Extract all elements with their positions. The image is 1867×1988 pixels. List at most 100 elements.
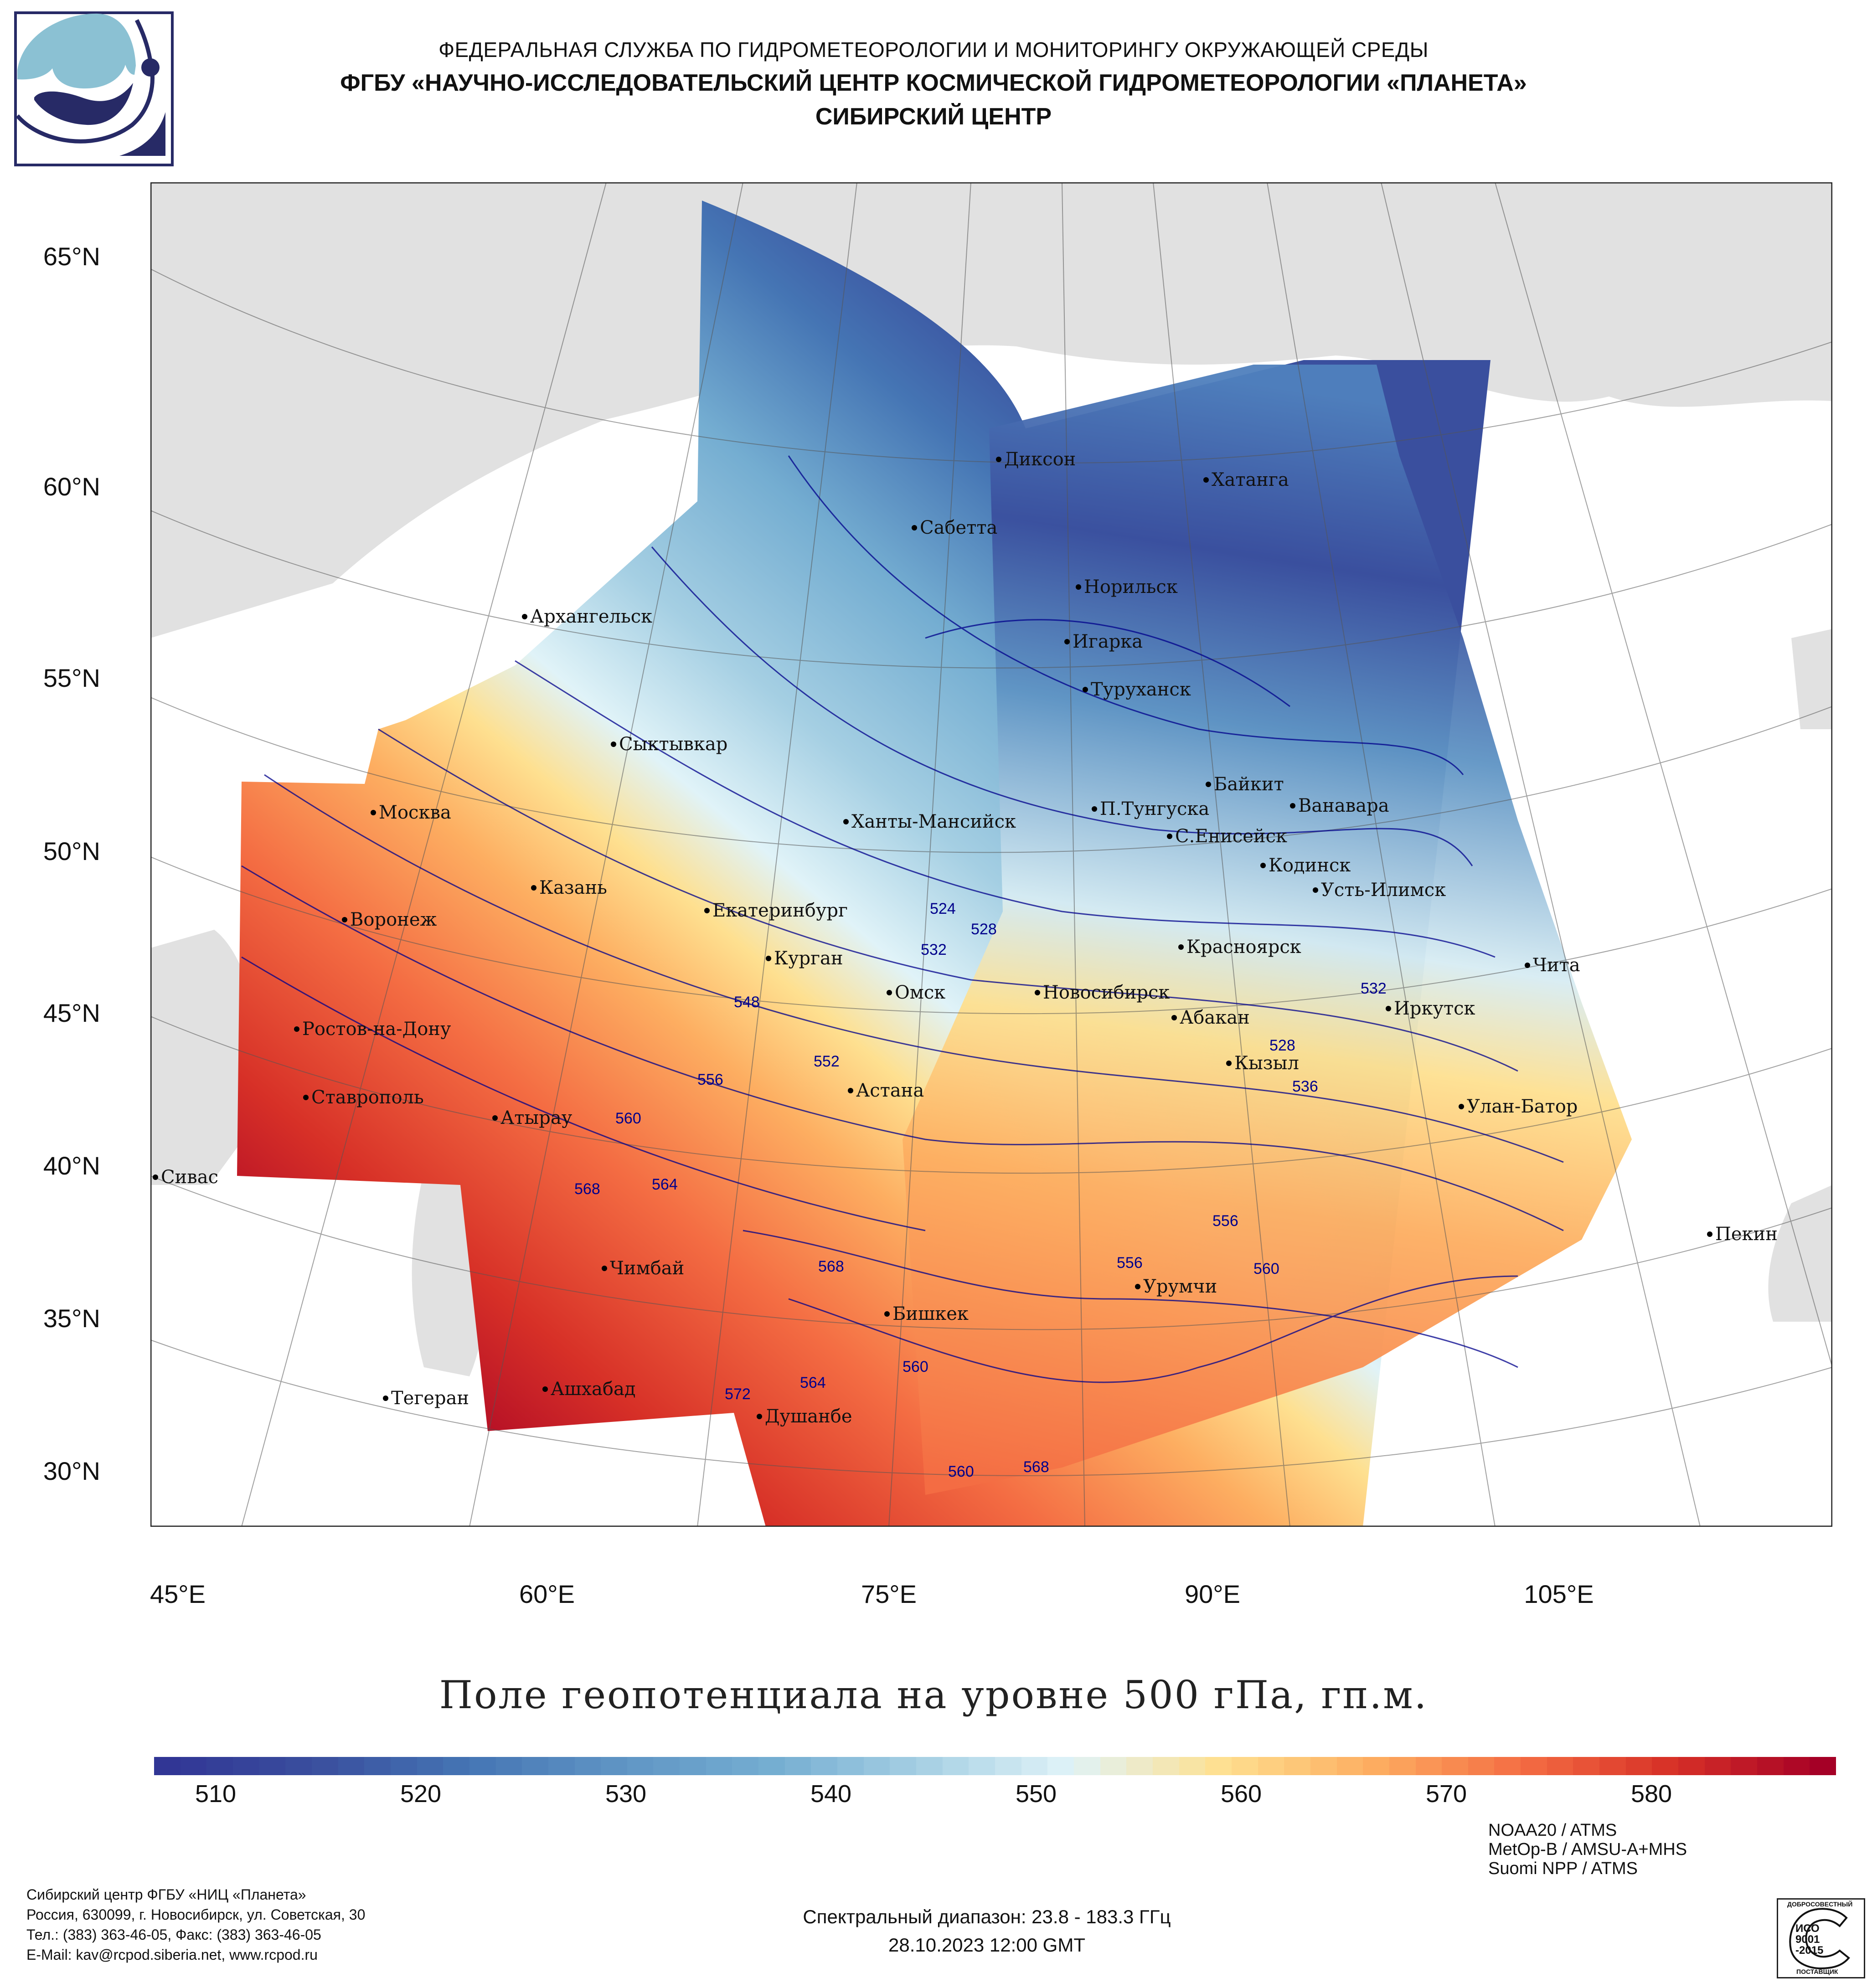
contour-label: 568 xyxy=(1023,1458,1049,1476)
iso-center-text: ИСО 9001 -2015 xyxy=(1795,1922,1824,1957)
city-dot-icon xyxy=(531,885,536,891)
colorbar-step xyxy=(653,1757,680,1775)
colorbar-step xyxy=(1126,1757,1153,1775)
city-dot-icon xyxy=(1083,687,1088,692)
agency-title: ФЕДЕРАЛЬНАЯ СЛУЖБА ПО ГИДРОМЕТЕОРОЛОГИИ … xyxy=(438,38,1429,62)
colorbar-tick-label: 570 xyxy=(1425,1780,1467,1808)
colorbar-step xyxy=(995,1757,1021,1775)
city-dot-icon xyxy=(1171,1015,1177,1020)
city-label: Омск xyxy=(887,982,945,1003)
colorbar-step xyxy=(206,1757,233,1775)
city-dot-icon xyxy=(303,1095,309,1100)
city-dot-icon xyxy=(996,457,1001,462)
contour-label: 528 xyxy=(971,921,997,938)
city-dot-icon xyxy=(1313,887,1318,893)
colorbar-step xyxy=(601,1757,627,1775)
colorbar-step xyxy=(338,1757,365,1775)
colorbar-step xyxy=(574,1757,601,1775)
city-label: Игарка xyxy=(1064,631,1143,652)
colorbar-step xyxy=(890,1757,917,1775)
colorbar-step xyxy=(1021,1757,1048,1775)
colorbar-step xyxy=(417,1757,444,1775)
city-label: Курган xyxy=(766,948,843,969)
colorbar-step xyxy=(232,1757,259,1775)
org-address: Россия, 630099, г. Новосибирск, ул. Сове… xyxy=(26,1906,366,1923)
sensor-item: MetOp-B / AMSU-A+MHS xyxy=(1488,1840,1687,1859)
iso-top-text: ДОБРОСОВЕСТНЫЙ xyxy=(1787,1900,1853,1908)
city-dot-icon xyxy=(542,1386,548,1392)
city-label: С.Енисейск xyxy=(1167,826,1287,847)
colorbar-step xyxy=(522,1757,548,1775)
colorbar-step xyxy=(784,1757,811,1775)
city-label: Иркутск xyxy=(1386,998,1475,1019)
city-dot-icon xyxy=(1290,803,1295,809)
contour-label: 556 xyxy=(1212,1212,1238,1230)
city-label: Байкит xyxy=(1206,774,1284,795)
city-dot-icon xyxy=(1525,963,1530,968)
city-dot-icon xyxy=(371,810,376,815)
city-dot-icon xyxy=(887,990,892,995)
planeta-logo-icon xyxy=(14,11,174,166)
city-label: Казань xyxy=(531,877,607,898)
city-dot-icon xyxy=(1386,1006,1391,1011)
city-label: П.Тунгуска xyxy=(1092,798,1209,819)
lat-label-40: 40°N xyxy=(43,1151,100,1180)
lon-label-60: 60°E xyxy=(519,1580,575,1608)
city-label: Кызыл xyxy=(1226,1053,1299,1074)
product-title: Поле геопотенциала на уровне 500 гПа, гп… xyxy=(439,1673,1428,1717)
center-title: СИБИРСКИЙ ЦЕНТР xyxy=(815,103,1052,130)
colorbar-step xyxy=(1757,1757,1784,1775)
geopotential-map xyxy=(150,182,1832,1527)
colorbar xyxy=(154,1757,1836,1775)
city-label: Чита xyxy=(1525,955,1580,976)
city-dot-icon xyxy=(1459,1104,1464,1109)
colorbar-step xyxy=(706,1757,732,1775)
city-label: Тегеран xyxy=(383,1388,469,1409)
colorbar-step xyxy=(758,1757,785,1775)
contour-label: 536 xyxy=(1292,1078,1318,1095)
colorbar-step xyxy=(154,1757,181,1775)
colorbar-step xyxy=(443,1757,469,1775)
colorbar-step xyxy=(863,1757,890,1775)
colorbar-step xyxy=(732,1757,759,1775)
city-label: Хатанга xyxy=(1203,469,1289,490)
contour-label: 568 xyxy=(818,1258,844,1275)
org-email: E-Mail: kav@rcpod.siberia.net, www.rcpod… xyxy=(26,1947,318,1963)
colorbar-step xyxy=(1389,1757,1416,1775)
city-label: Красноярск xyxy=(1178,937,1301,958)
colorbar-step xyxy=(311,1757,338,1775)
city-label: Улан-Батор xyxy=(1459,1096,1578,1117)
lat-label-60: 60°N xyxy=(43,472,100,501)
acquisition-info: Спектральный диапазон: 23.8 - 183.3 ГГц … xyxy=(684,1903,1290,1959)
city-dot-icon xyxy=(1076,584,1081,590)
iso-c-icon xyxy=(1789,1908,1850,1969)
colorbar-step xyxy=(1573,1757,1600,1775)
city-label: Диксон xyxy=(996,449,1076,470)
city-dot-icon xyxy=(766,956,771,961)
observation-datetime: 28.10.2023 12:00 GMT xyxy=(888,1934,1085,1956)
city-dot-icon xyxy=(848,1088,853,1093)
city-dot-icon xyxy=(153,1174,158,1180)
colorbar-step xyxy=(1678,1757,1705,1775)
city-label: Усть-Илимск xyxy=(1313,880,1446,901)
colorbar-step xyxy=(1652,1757,1679,1775)
colorbar-step xyxy=(180,1757,207,1775)
city-dot-icon xyxy=(912,525,917,530)
city-label: Бишкек xyxy=(884,1303,969,1324)
city-dot-icon xyxy=(492,1115,498,1121)
colorbar-step xyxy=(390,1757,417,1775)
colorbar-step xyxy=(811,1757,838,1775)
colorbar-tick-label: 520 xyxy=(400,1780,442,1808)
colorbar-step xyxy=(1494,1757,1521,1775)
spectral-range: Спектральный диапазон: 23.8 - 183.3 ГГц xyxy=(803,1906,1171,1927)
lon-label-75: 75°E xyxy=(861,1580,917,1608)
city-label: Ставрополь xyxy=(303,1087,424,1108)
city-dot-icon xyxy=(704,908,710,913)
colorbar-step xyxy=(1336,1757,1363,1775)
colorbar-step xyxy=(1731,1757,1758,1775)
contour-label: 572 xyxy=(725,1385,751,1403)
city-dot-icon xyxy=(342,917,347,922)
contour-label: 524 xyxy=(930,900,956,917)
city-label: Атырау xyxy=(492,1107,572,1128)
city-dot-icon xyxy=(843,819,849,824)
